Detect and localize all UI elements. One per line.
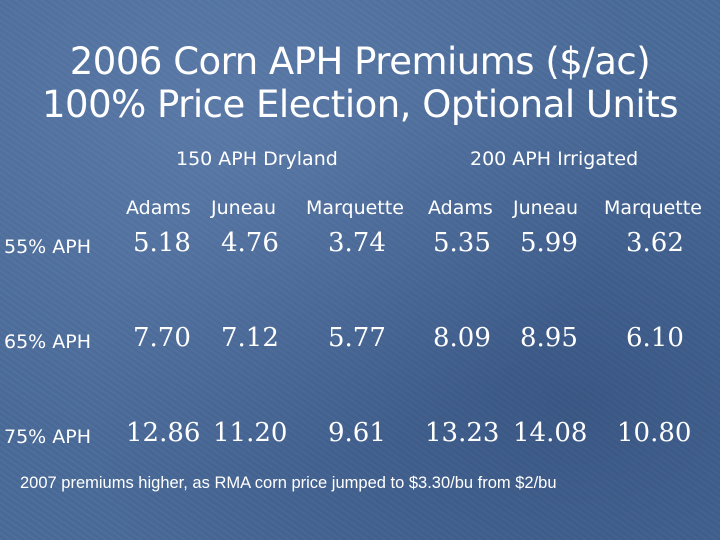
table-cell: 5.18	[133, 228, 191, 258]
table-cell: 12.86	[126, 418, 201, 448]
column-header-marquette-irrigated: Marquette	[604, 197, 702, 219]
group-header-dryland: 150 APH Dryland	[176, 148, 338, 170]
table-cell: 5.99	[520, 228, 578, 258]
column-header-juneau-dryland: Juneau	[211, 197, 277, 219]
footnote: 2007 premiums higher, as RMA corn price …	[20, 474, 557, 492]
table-cell: 8.09	[433, 323, 491, 353]
slide-title: 2006 Corn APH Premiums ($/ac) 100% Price…	[0, 40, 720, 126]
table-cell: 6.10	[626, 323, 684, 353]
column-header-juneau-irrigated: Juneau	[513, 197, 579, 219]
column-header-marquette-dryland: Marquette	[306, 197, 404, 219]
table-cell: 11.20	[213, 418, 288, 448]
title-line-2: 100% Price Election, Optional Units	[41, 83, 679, 126]
table-cell: 7.12	[221, 323, 279, 353]
table-cell: 5.35	[433, 228, 491, 258]
table-cell: 10.80	[617, 418, 692, 448]
table-cell: 3.74	[328, 228, 386, 258]
table-cell: 4.76	[221, 228, 279, 258]
table-cell: 3.62	[626, 228, 684, 258]
table-cell: 9.61	[328, 418, 386, 448]
group-header-irrigated: 200 APH Irrigated	[470, 148, 639, 170]
table-cell: 14.08	[513, 418, 588, 448]
title-line-1: 2006 Corn APH Premiums ($/ac)	[69, 40, 651, 83]
table-cell: 8.95	[520, 323, 578, 353]
column-header-adams-irrigated: Adams	[428, 197, 493, 219]
table-cell: 5.77	[328, 323, 386, 353]
row-label-55: 55% APH	[4, 236, 92, 258]
row-label-75: 75% APH	[4, 426, 92, 448]
row-label-65: 65% APH	[4, 331, 92, 353]
table-cell: 7.70	[133, 323, 191, 353]
table-cell: 13.23	[425, 418, 500, 448]
column-header-adams-dryland: Adams	[126, 197, 191, 219]
